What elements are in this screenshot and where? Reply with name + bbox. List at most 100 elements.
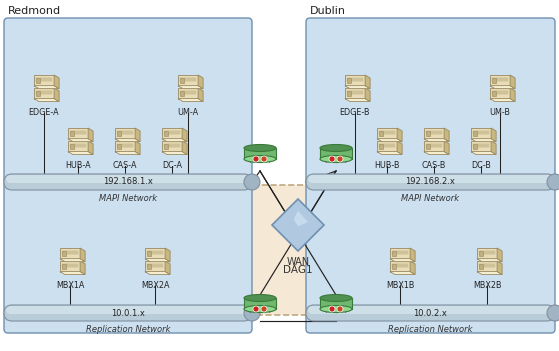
- Polygon shape: [180, 78, 184, 83]
- Text: CAS-B: CAS-B: [422, 160, 446, 170]
- Polygon shape: [491, 141, 496, 154]
- Polygon shape: [410, 248, 415, 261]
- Polygon shape: [390, 259, 415, 261]
- Polygon shape: [165, 248, 170, 261]
- Polygon shape: [492, 91, 496, 96]
- Polygon shape: [477, 259, 502, 261]
- Polygon shape: [397, 141, 402, 154]
- Polygon shape: [60, 261, 80, 272]
- Polygon shape: [60, 259, 85, 261]
- Polygon shape: [497, 248, 502, 261]
- Polygon shape: [80, 248, 85, 261]
- Polygon shape: [471, 152, 496, 154]
- Polygon shape: [293, 211, 308, 226]
- Polygon shape: [162, 152, 187, 154]
- FancyBboxPatch shape: [306, 174, 555, 190]
- Polygon shape: [379, 131, 383, 136]
- Text: MAPI Network: MAPI Network: [401, 194, 459, 203]
- Polygon shape: [426, 144, 430, 149]
- Text: Redmond: Redmond: [8, 6, 61, 16]
- Polygon shape: [36, 78, 40, 83]
- Ellipse shape: [320, 145, 352, 152]
- Polygon shape: [390, 261, 410, 272]
- FancyBboxPatch shape: [28, 185, 530, 315]
- Text: MBX1A: MBX1A: [56, 280, 84, 290]
- Polygon shape: [178, 99, 203, 101]
- Polygon shape: [424, 128, 444, 139]
- Polygon shape: [477, 248, 497, 259]
- Text: WAN: WAN: [286, 257, 310, 267]
- Text: 10.0.2.x: 10.0.2.x: [414, 309, 447, 318]
- Polygon shape: [397, 128, 402, 142]
- Polygon shape: [34, 75, 54, 86]
- Polygon shape: [88, 141, 93, 154]
- Polygon shape: [34, 88, 54, 99]
- Polygon shape: [424, 152, 449, 154]
- Polygon shape: [68, 139, 93, 142]
- Text: DAG1: DAG1: [283, 265, 313, 275]
- Polygon shape: [54, 88, 59, 101]
- Polygon shape: [198, 88, 203, 101]
- Polygon shape: [70, 131, 74, 136]
- Polygon shape: [471, 128, 491, 139]
- Polygon shape: [345, 86, 370, 89]
- Text: HUB-B: HUB-B: [374, 160, 400, 170]
- Polygon shape: [390, 248, 410, 259]
- Polygon shape: [444, 128, 449, 142]
- Polygon shape: [60, 248, 80, 259]
- Polygon shape: [345, 88, 365, 99]
- Polygon shape: [510, 75, 515, 89]
- Polygon shape: [379, 144, 383, 149]
- Polygon shape: [68, 128, 88, 139]
- Polygon shape: [145, 259, 170, 261]
- FancyBboxPatch shape: [6, 175, 250, 183]
- Text: UM-A: UM-A: [177, 107, 198, 117]
- Polygon shape: [162, 128, 182, 139]
- FancyBboxPatch shape: [6, 306, 250, 314]
- Text: HUB-A: HUB-A: [65, 160, 91, 170]
- Polygon shape: [471, 141, 491, 152]
- Text: 10.0.1.x: 10.0.1.x: [111, 309, 145, 318]
- Text: Replication Network: Replication Network: [86, 325, 170, 334]
- Polygon shape: [320, 298, 352, 309]
- Text: MBX1B: MBX1B: [386, 280, 414, 290]
- FancyBboxPatch shape: [308, 306, 553, 314]
- Polygon shape: [424, 141, 444, 152]
- Text: DC-A: DC-A: [162, 160, 182, 170]
- Circle shape: [337, 306, 343, 312]
- FancyBboxPatch shape: [4, 305, 252, 321]
- Polygon shape: [88, 128, 93, 142]
- Polygon shape: [162, 139, 187, 142]
- Polygon shape: [345, 99, 370, 101]
- Polygon shape: [36, 91, 40, 96]
- Polygon shape: [54, 75, 59, 89]
- Polygon shape: [68, 152, 93, 154]
- Polygon shape: [477, 261, 497, 272]
- Polygon shape: [392, 251, 396, 256]
- Polygon shape: [115, 141, 135, 152]
- Polygon shape: [490, 99, 515, 101]
- Ellipse shape: [320, 305, 352, 312]
- Polygon shape: [145, 261, 165, 272]
- Polygon shape: [60, 272, 85, 274]
- Polygon shape: [444, 141, 449, 154]
- Polygon shape: [490, 86, 515, 89]
- Polygon shape: [198, 75, 203, 89]
- Polygon shape: [477, 272, 502, 274]
- Polygon shape: [377, 128, 397, 139]
- Text: 192.168.1.x: 192.168.1.x: [103, 178, 153, 186]
- Polygon shape: [473, 131, 477, 136]
- Polygon shape: [70, 144, 74, 149]
- Circle shape: [329, 156, 335, 162]
- Circle shape: [253, 306, 259, 312]
- Polygon shape: [162, 141, 182, 152]
- Polygon shape: [182, 141, 187, 154]
- Polygon shape: [165, 261, 170, 274]
- Polygon shape: [377, 141, 397, 152]
- Polygon shape: [377, 152, 402, 154]
- Ellipse shape: [244, 155, 276, 163]
- Polygon shape: [471, 139, 496, 142]
- Polygon shape: [473, 144, 477, 149]
- Polygon shape: [377, 139, 402, 142]
- Polygon shape: [347, 91, 351, 96]
